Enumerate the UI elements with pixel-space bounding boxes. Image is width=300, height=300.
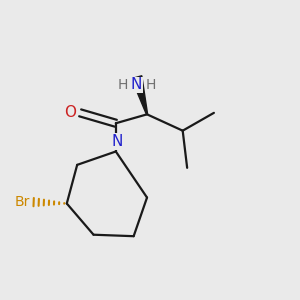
Text: H: H	[146, 78, 156, 92]
Polygon shape	[131, 76, 148, 115]
Text: N: N	[112, 134, 123, 149]
Text: N: N	[131, 77, 142, 92]
Text: H: H	[117, 78, 128, 92]
Text: Br: Br	[14, 195, 30, 209]
Text: O: O	[64, 105, 76, 120]
